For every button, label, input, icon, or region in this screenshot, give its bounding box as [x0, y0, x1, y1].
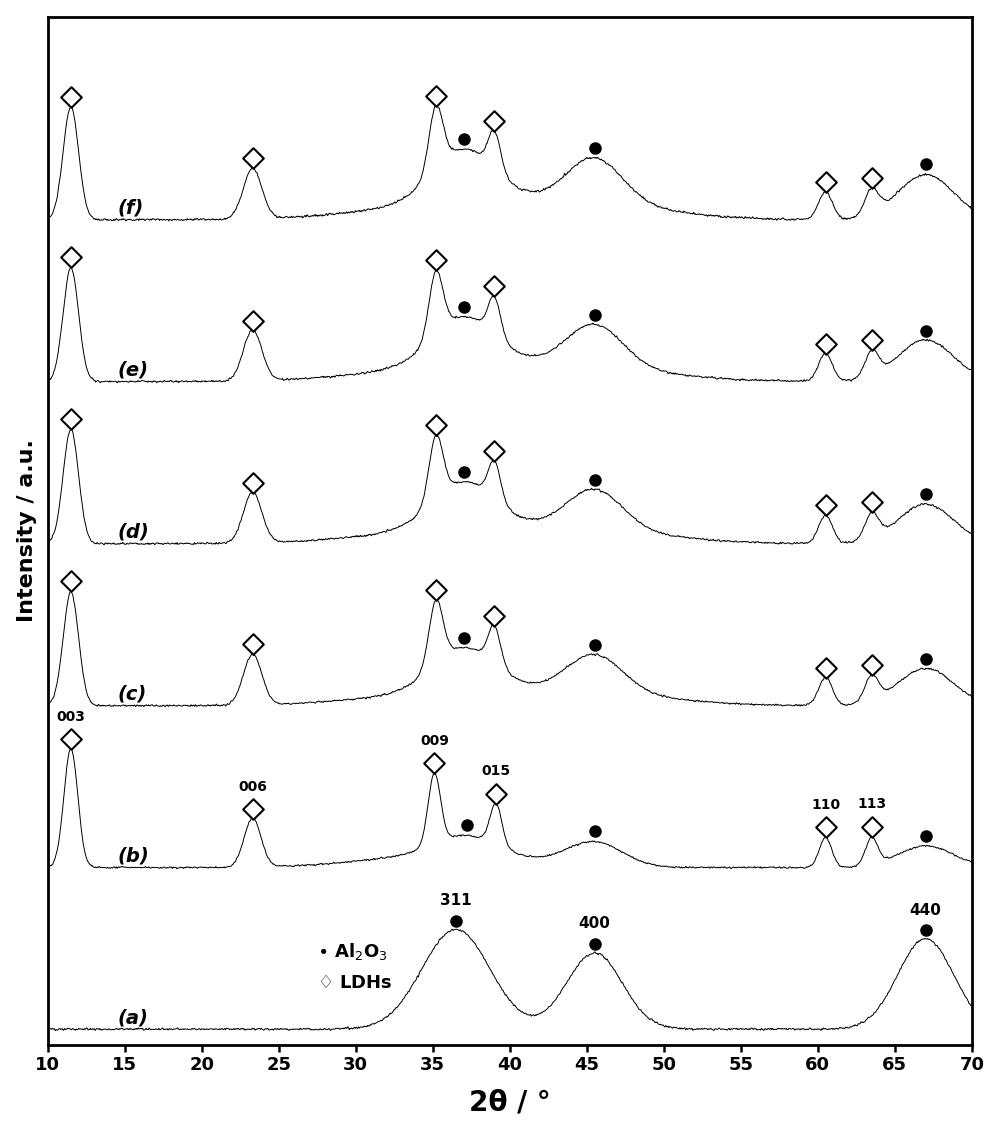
Point [818, 818, 834, 836]
Text: 006: 006 [238, 780, 267, 794]
Point [244, 148, 260, 167]
X-axis label: 2θ / °: 2θ / ° [468, 1089, 551, 1116]
Point [427, 416, 443, 434]
Text: (d): (d) [117, 522, 149, 542]
Text: $\diamondsuit$ LDHs: $\diamondsuit$ LDHs [317, 974, 393, 993]
Text: 113: 113 [857, 798, 886, 811]
Point [63, 248, 79, 266]
Point [244, 312, 260, 330]
Point [427, 581, 443, 599]
Point [486, 607, 503, 625]
Text: (f): (f) [117, 198, 143, 218]
Text: 311: 311 [440, 893, 471, 909]
Text: 009: 009 [419, 734, 448, 748]
Point [864, 656, 880, 674]
Text: $\bullet$ Al$_2$O$_3$: $\bullet$ Al$_2$O$_3$ [317, 942, 388, 962]
Point [486, 442, 503, 460]
Point [244, 474, 260, 492]
Point [818, 335, 834, 353]
Point [864, 818, 880, 836]
Point [426, 755, 442, 773]
Point [427, 252, 443, 270]
Point [244, 636, 260, 654]
Point [818, 172, 834, 190]
Point [244, 800, 260, 818]
Text: 015: 015 [481, 764, 511, 778]
Point [818, 496, 834, 514]
Text: (e): (e) [117, 360, 148, 380]
Text: 440: 440 [910, 903, 942, 918]
Point [864, 331, 880, 349]
Point [864, 493, 880, 511]
Text: (b): (b) [117, 846, 149, 866]
Point [63, 87, 79, 105]
Point [427, 86, 443, 104]
Y-axis label: Intensity / a.u.: Intensity / a.u. [17, 440, 37, 622]
Text: 110: 110 [811, 798, 840, 811]
Point [63, 410, 79, 428]
Text: (a): (a) [117, 1008, 148, 1028]
Point [486, 278, 503, 296]
Text: 400: 400 [579, 915, 611, 931]
Point [864, 169, 880, 187]
Text: (c): (c) [117, 684, 146, 704]
Point [818, 658, 834, 676]
Point [486, 112, 503, 130]
Point [63, 730, 79, 748]
Point [63, 572, 79, 590]
Text: 003: 003 [56, 709, 85, 724]
Point [487, 785, 504, 803]
